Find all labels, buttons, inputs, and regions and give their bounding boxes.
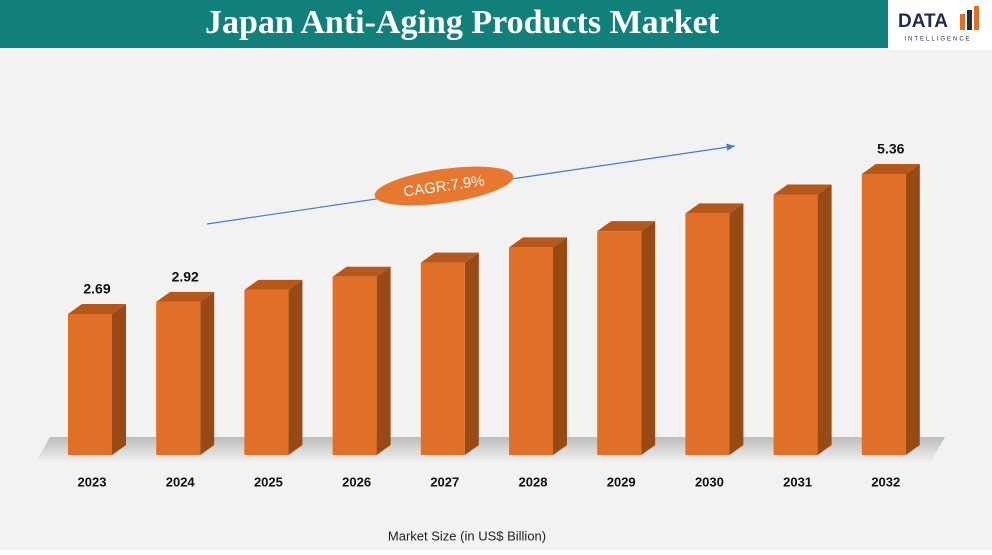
x-tick-label: 2024 — [166, 474, 196, 489]
bar-side — [112, 303, 126, 455]
bar-side — [464, 252, 479, 455]
logo-brand: DATA — [898, 11, 948, 32]
bar-top — [509, 237, 567, 248]
bar-top — [68, 303, 126, 314]
cagr-ellipse — [374, 166, 514, 206]
bar-top — [332, 266, 391, 277]
bar-top — [685, 203, 744, 214]
x-tick-label: 2032 — [871, 474, 900, 489]
chart-title: Japan Anti-Aging Products Market — [205, 4, 720, 41]
bar — [156, 301, 201, 455]
bar — [597, 231, 642, 455]
logo-icon — [974, 6, 979, 30]
bar-side — [729, 203, 744, 455]
bar — [685, 213, 730, 455]
bar-side — [905, 164, 920, 455]
value-label: 2.69 — [83, 281, 110, 297]
value-label: 2.92 — [172, 269, 199, 285]
bar-top — [420, 252, 479, 263]
bar — [420, 262, 465, 455]
bar-top — [773, 184, 832, 195]
header — [0, 0, 992, 48]
cagr-badge: CAGR:7.9% — [374, 166, 514, 206]
logo-tagline: INTELLIGENCE — [904, 37, 971, 43]
bar-side — [376, 266, 391, 455]
bar — [332, 276, 377, 455]
x-tick-label: 2029 — [607, 474, 636, 489]
bar-top — [244, 279, 303, 290]
logo-icon — [960, 14, 965, 30]
bar-side — [641, 221, 656, 455]
x-tick-label: 2028 — [519, 474, 548, 489]
x-tick-label: 2030 — [695, 474, 724, 489]
logo-icon — [967, 10, 972, 30]
bar-side — [553, 237, 567, 455]
bar-top — [597, 221, 656, 232]
bar — [244, 289, 289, 455]
x-tick-label: 2025 — [254, 474, 283, 489]
bar-top — [861, 164, 920, 174]
bar-side — [288, 279, 303, 455]
bar-top — [156, 291, 215, 302]
bar — [861, 174, 906, 455]
x-tick-label: 2027 — [430, 474, 459, 489]
x-axis-label: Market Size (in US$ Billion) — [388, 528, 546, 543]
value-label: 5.36 — [877, 141, 904, 157]
bar — [773, 194, 818, 455]
bar-side — [817, 184, 832, 455]
bar-side — [200, 291, 215, 455]
bar — [509, 247, 553, 455]
x-tick-label: 2031 — [783, 474, 812, 489]
x-tick-label: 2026 — [342, 474, 371, 489]
x-tick-label: 2023 — [78, 474, 107, 489]
bar — [68, 313, 112, 455]
